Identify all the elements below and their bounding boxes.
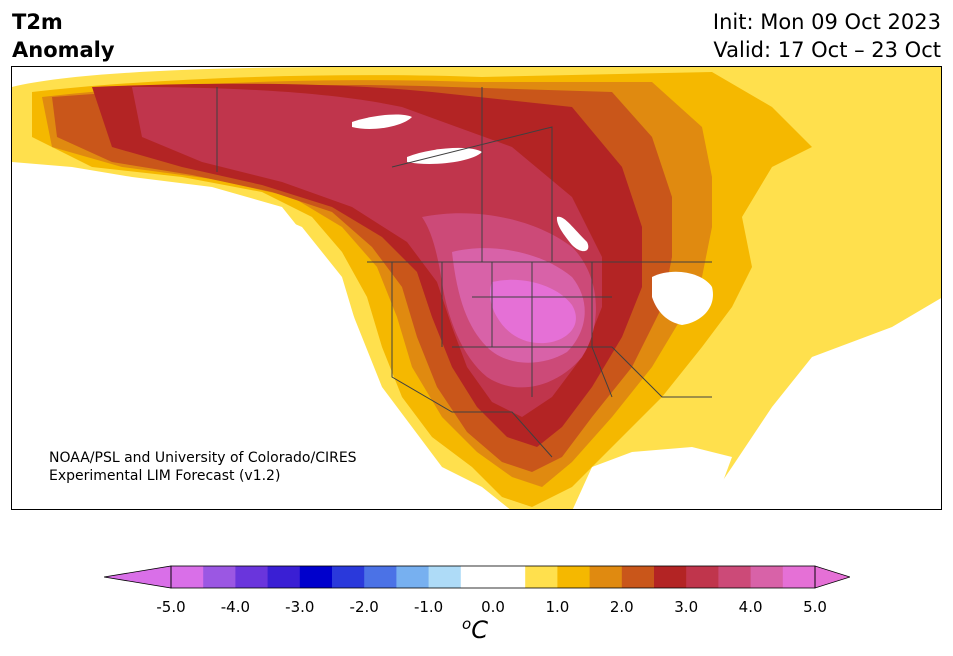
anomaly-map bbox=[11, 66, 942, 510]
colorbar-cell bbox=[460, 566, 494, 588]
colorbar-tick-label: -3.0 bbox=[285, 598, 315, 616]
anomaly-label: Anomaly bbox=[12, 38, 115, 62]
colorbar bbox=[104, 565, 850, 589]
colorbar-cell bbox=[654, 566, 687, 588]
colorbar-tick-label: 2.0 bbox=[609, 598, 634, 616]
variable-label: T2m bbox=[12, 10, 63, 34]
map-canvas bbox=[12, 67, 941, 509]
colorbar-tick-label: -1.0 bbox=[413, 598, 444, 616]
colorbar-cell bbox=[686, 566, 719, 588]
colorbar-cell bbox=[235, 566, 269, 588]
colorbar-high-extend bbox=[814, 565, 850, 589]
unit-degree: o bbox=[462, 615, 472, 633]
colorbar-cell bbox=[364, 566, 397, 588]
colorbar-cell bbox=[589, 566, 623, 588]
colorbar-tick-label: 4.0 bbox=[738, 598, 763, 616]
colorbar-cell bbox=[396, 566, 430, 588]
colorbar-unit: oC bbox=[462, 615, 488, 644]
colorbar-cell bbox=[750, 566, 784, 588]
pacific bbox=[12, 167, 500, 509]
colorbar-tick-label: 0.0 bbox=[481, 598, 505, 616]
band-9 bbox=[489, 279, 576, 344]
political-borders bbox=[216, 87, 712, 458]
date-info: Init: Mon 09 Oct 2023 Valid: 17 Oct – 23… bbox=[713, 8, 941, 64]
colorbar-cell bbox=[203, 566, 236, 588]
colorbar-cell bbox=[267, 566, 301, 588]
colorbar-tick-label: -4.0 bbox=[220, 598, 251, 616]
colorbar-cell bbox=[493, 566, 526, 588]
colorbar-low-extend bbox=[104, 565, 172, 589]
colorbar-cell bbox=[332, 566, 365, 588]
colorbar-cell bbox=[299, 566, 333, 588]
chart-title: T2m Anomaly bbox=[12, 8, 115, 64]
unit-celsius: C bbox=[471, 616, 488, 644]
atlantic bbox=[772, 303, 941, 509]
colorbar-cell bbox=[171, 566, 204, 588]
colorbar-tick-label: 5.0 bbox=[803, 598, 827, 616]
gulf bbox=[572, 447, 732, 509]
colorbar-cells bbox=[171, 566, 816, 588]
colorbar-cell bbox=[621, 566, 655, 588]
colorbar-cell bbox=[525, 566, 558, 588]
credit-line-2: Experimental LIM Forecast (v1.2) bbox=[49, 468, 281, 484]
colorbar-tick-label: -2.0 bbox=[349, 598, 379, 616]
valid-date: Valid: 17 Oct – 23 Oct bbox=[713, 38, 941, 62]
colorbar-cell bbox=[782, 566, 816, 588]
great-slave-lake bbox=[407, 147, 482, 164]
colorbar-tick-label: -5.0 bbox=[156, 598, 186, 616]
great-lakes bbox=[652, 271, 713, 325]
init-date: Init: Mon 09 Oct 2023 bbox=[712, 10, 941, 34]
colorbar-cell bbox=[718, 566, 752, 588]
lake-winnipeg bbox=[556, 216, 589, 252]
colorbar-outline bbox=[170, 565, 816, 589]
colorbar-cell bbox=[557, 566, 591, 588]
credit-line-1: NOAA/PSL and University of Colorado/CIRE… bbox=[49, 450, 357, 466]
credit-text: NOAA/PSL and University of Colorado/CIRE… bbox=[49, 449, 357, 485]
colorbar-tick-label: 1.0 bbox=[545, 598, 570, 616]
colorbar-cell bbox=[428, 566, 462, 588]
colorbar-tick-label: 3.0 bbox=[674, 598, 699, 616]
great-bear-lake bbox=[352, 114, 412, 129]
